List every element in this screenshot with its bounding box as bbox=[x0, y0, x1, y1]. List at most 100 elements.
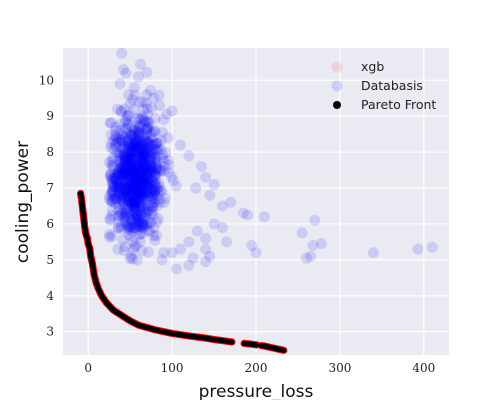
databasis-point bbox=[127, 162, 139, 174]
databasis-point bbox=[106, 186, 118, 198]
databasis-point bbox=[158, 114, 170, 126]
databasis-point bbox=[137, 163, 149, 175]
databasis-point bbox=[140, 98, 152, 110]
databasis-point bbox=[112, 170, 124, 182]
databasis-point bbox=[113, 215, 125, 227]
databasis-point bbox=[130, 150, 142, 162]
databasis-point bbox=[136, 245, 148, 257]
databasis-point bbox=[126, 199, 138, 211]
databasis-point bbox=[121, 166, 133, 178]
databasis-point bbox=[131, 182, 143, 194]
databasis-point bbox=[112, 178, 124, 190]
databasis-point bbox=[131, 125, 143, 137]
databasis-point bbox=[118, 245, 130, 257]
databasis-point bbox=[106, 175, 118, 187]
databasis-point bbox=[119, 154, 131, 166]
databasis-point bbox=[117, 190, 129, 202]
databasis-point bbox=[119, 184, 131, 196]
databasis-point bbox=[135, 200, 147, 212]
databasis-point bbox=[107, 194, 119, 206]
databasis-point bbox=[119, 132, 131, 144]
databasis-point bbox=[122, 136, 134, 148]
databasis-point bbox=[134, 120, 146, 132]
databasis-point bbox=[131, 187, 143, 199]
databasis-point bbox=[145, 190, 157, 202]
databasis-point bbox=[144, 225, 156, 237]
databasis-point bbox=[125, 152, 137, 164]
databasis-point bbox=[125, 163, 137, 175]
databasis-point bbox=[127, 197, 139, 209]
databasis-point bbox=[145, 186, 157, 198]
databasis-point bbox=[115, 208, 127, 220]
databasis-point bbox=[120, 153, 132, 165]
databasis-point bbox=[137, 178, 149, 190]
databasis-point bbox=[160, 147, 172, 159]
databasis-point bbox=[124, 171, 136, 183]
databasis-point bbox=[125, 165, 137, 177]
databasis-point bbox=[107, 185, 119, 197]
databasis-point bbox=[127, 235, 139, 247]
databasis-point bbox=[151, 137, 163, 149]
databasis-point bbox=[121, 148, 133, 160]
databasis-point bbox=[163, 166, 175, 178]
databasis-point bbox=[140, 129, 152, 141]
databasis-point bbox=[135, 186, 147, 198]
databasis-point bbox=[135, 173, 147, 185]
databasis-point bbox=[115, 142, 127, 154]
databasis-point bbox=[137, 150, 149, 162]
databasis-point bbox=[133, 213, 145, 225]
databasis-point bbox=[138, 118, 150, 130]
databasis-point bbox=[151, 216, 163, 228]
databasis-point bbox=[131, 112, 143, 124]
databasis-point bbox=[126, 143, 138, 155]
databasis-point bbox=[127, 201, 139, 213]
databasis-point bbox=[142, 165, 154, 177]
databasis-point bbox=[115, 193, 127, 205]
databasis-point bbox=[132, 175, 144, 187]
databasis-point bbox=[127, 188, 139, 200]
databasis-point bbox=[136, 177, 148, 189]
databasis-point bbox=[129, 139, 141, 151]
databasis-point bbox=[124, 162, 136, 174]
databasis-point bbox=[127, 146, 139, 158]
databasis-point bbox=[106, 155, 118, 167]
databasis-point bbox=[121, 150, 133, 162]
databasis-point bbox=[132, 173, 144, 185]
databasis-point bbox=[124, 155, 136, 167]
databasis-point bbox=[117, 158, 129, 170]
databasis-point bbox=[132, 135, 144, 147]
databasis-point bbox=[134, 173, 146, 185]
legend-label-databasis: Databasis bbox=[361, 78, 423, 93]
databasis-point bbox=[107, 185, 119, 197]
databasis-point bbox=[129, 171, 141, 183]
databasis-point bbox=[153, 185, 165, 197]
pareto-point bbox=[281, 347, 287, 353]
databasis-point bbox=[120, 185, 132, 197]
databasis-point bbox=[117, 199, 129, 211]
databasis-point bbox=[139, 212, 151, 224]
databasis-point bbox=[216, 222, 228, 234]
databasis-point bbox=[134, 151, 146, 163]
databasis-point bbox=[142, 142, 154, 154]
databasis-point bbox=[108, 181, 120, 193]
databasis-point bbox=[114, 156, 126, 168]
databasis-point bbox=[106, 178, 118, 190]
x-axis-title: pressure_loss bbox=[199, 382, 314, 400]
databasis-point bbox=[141, 123, 153, 135]
databasis-point bbox=[143, 182, 155, 194]
databasis-point bbox=[127, 225, 139, 237]
databasis-point bbox=[129, 122, 141, 134]
databasis-point bbox=[110, 193, 122, 205]
databasis-point bbox=[132, 137, 144, 149]
databasis-point bbox=[132, 189, 144, 201]
legend-marker-databasis bbox=[331, 80, 343, 92]
databasis-point bbox=[128, 213, 140, 225]
databasis-point bbox=[109, 172, 121, 184]
databasis-point bbox=[121, 161, 133, 173]
databasis-point bbox=[127, 164, 139, 176]
databasis-point bbox=[126, 179, 138, 191]
databasis-point bbox=[116, 220, 128, 232]
databasis-point bbox=[183, 259, 195, 271]
databasis-point bbox=[117, 195, 129, 207]
databasis-point bbox=[137, 182, 149, 194]
